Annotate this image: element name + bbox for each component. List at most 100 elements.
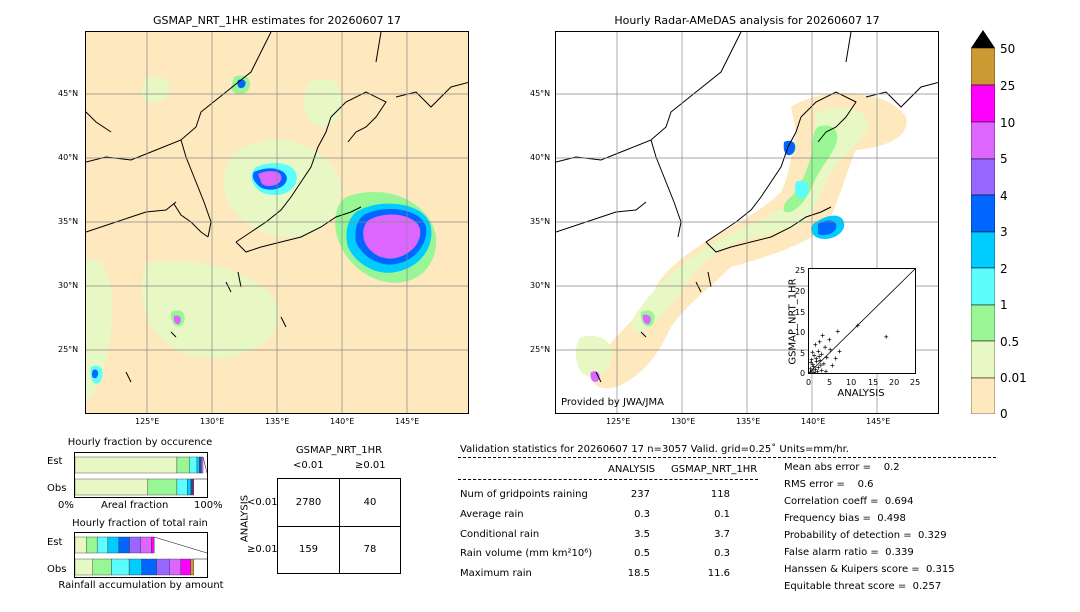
colorbar-canvas [970, 47, 996, 415]
occurrence-axis-right: 100% [194, 500, 223, 511]
left-lon-145: 145°E [395, 417, 420, 426]
scatter-point [823, 345, 828, 350]
scatter-point [810, 362, 815, 367]
scatter-point [810, 350, 815, 355]
left-lat-35: 35°N [58, 217, 79, 226]
validation-row-label: Rain volume (mm km²10⁶) [460, 548, 593, 559]
total-rain-est-segment [107, 536, 120, 554]
occurrence-est-segment [189, 456, 198, 474]
scatter-ytick-10: 10 [795, 328, 806, 337]
scatter-xtick-15: 15 [868, 378, 879, 387]
validation-row-label: Num of gridpoints raining [460, 489, 588, 500]
contingency-header: GSMAP_NRT_1HR [295, 445, 383, 456]
validation-row-analysis: 3.5 [634, 529, 650, 540]
validation-row-analysis: 0.3 [634, 509, 650, 520]
scatter-point [830, 363, 835, 368]
validation-row-gsmap: 3.7 [714, 529, 730, 540]
total-rain-est-segment [96, 536, 109, 554]
occurrence-obs-label: Obs [47, 483, 67, 494]
occurrence-est-segment [176, 456, 190, 474]
contingency-cell-10: 159 [298, 544, 319, 555]
total-rain-est-label: Est [47, 537, 63, 548]
colorbar-label-50: 50 [1000, 42, 1016, 56]
left-lat-25: 25°N [58, 345, 79, 354]
occurrence-est-segment [196, 456, 200, 474]
scatter-ytick-15: 15 [795, 308, 806, 317]
scatter-point [818, 358, 823, 363]
validation-row-gsmap: 11.6 [707, 568, 730, 579]
validation-header-rule [458, 457, 996, 458]
right-lat-40: 40°N [530, 153, 551, 162]
score-far: False alarm ratio = 0.339 [784, 547, 914, 558]
scatter-ytick-20: 20 [795, 287, 806, 296]
contingency-hline [278, 526, 400, 527]
scatter-ytick-0: 0 [800, 369, 806, 378]
right-coastlines [556, 32, 938, 383]
scatter-point [827, 337, 832, 342]
left-lat-40: 40°N [58, 153, 79, 162]
total-rain-obs-segment [141, 558, 157, 576]
validation-row-gsmap: 118 [710, 489, 730, 500]
scatter-point [823, 369, 828, 374]
left-precip-field [86, 75, 437, 402]
total-rain-obs-segment [190, 558, 195, 576]
scatter-point [808, 366, 813, 371]
scatter-point [824, 355, 829, 360]
left-map-canvas [86, 32, 468, 413]
score-ets: Equitable threat score = 0.257 [784, 581, 942, 592]
occurrence-obs-segment [176, 478, 188, 496]
contingency-table: 2780 40 159 78 [277, 478, 401, 574]
scatter-point [818, 363, 823, 368]
scatter-point [819, 352, 824, 357]
contingency-cell-00: 2780 [295, 497, 322, 508]
left-lon-130: 130°E [200, 417, 225, 426]
colorbar-label-5: 5 [1000, 152, 1008, 166]
scatter-canvas [808, 268, 916, 375]
scatter-point [833, 356, 838, 361]
left-lat-45: 45°N [58, 89, 79, 98]
colorbar-label-0.01: 0.01 [1000, 371, 1027, 385]
total-rain-obs-label: Obs [47, 564, 67, 575]
scatter-point [809, 360, 814, 365]
scatter-point [816, 365, 821, 370]
score-hk: Hanssen & Kuipers score = 0.315 [784, 564, 955, 575]
total-rain-est-segment [118, 536, 130, 554]
scatter-ytick-25: 25 [795, 266, 806, 275]
occurrence-title: Hourly fraction by occurence [67, 437, 213, 448]
validation-col-rule [458, 479, 758, 480]
scatter-point [835, 329, 840, 334]
colorbar-label-4: 4 [1000, 189, 1008, 203]
occurrence-obs-segment [147, 478, 178, 496]
total-rain-chart [74, 532, 208, 578]
contingency-cell-11: 78 [363, 544, 377, 555]
scatter-point [884, 334, 889, 339]
scatter-point [813, 367, 818, 372]
left-lon-135: 135°E [265, 417, 290, 426]
scatter-xtick-10: 10 [846, 378, 857, 387]
scatter-point [821, 361, 826, 366]
total-rain-est-segment [140, 536, 152, 554]
validation-row-label: Conditional rain [460, 529, 540, 540]
right-precip-field [575, 93, 907, 389]
right-gridlines [556, 32, 938, 413]
right-lon-145: 145°E [866, 417, 891, 426]
validation-row-gsmap: 0.1 [714, 509, 730, 520]
total-rain-title: Hourly fraction of total rain [72, 518, 208, 529]
right-lon-140: 140°E [801, 417, 826, 426]
right-lat-30: 30°N [530, 281, 551, 290]
scatter-xtick-20: 20 [889, 378, 900, 387]
left-lat-30: 30°N [58, 281, 79, 290]
contingency-col-lt: <0.01 [293, 460, 324, 471]
total-rain-est-segment [129, 536, 141, 554]
colorbar-extend-arrow [971, 30, 995, 48]
scatter-ytick-5: 5 [800, 349, 806, 358]
occurrence-axis-mid: Areal fraction [101, 500, 169, 511]
total-rain-connector [154, 536, 208, 554]
right-lat-25: 25°N [530, 345, 551, 354]
total-rain-obs-segment [74, 558, 93, 576]
right-lat-45: 45°N [530, 89, 551, 98]
left-gridlines [86, 32, 468, 413]
total-rain-obs-segment [128, 558, 142, 576]
scatter-xtick-0: 0 [806, 378, 812, 387]
left-lon-140: 140°E [330, 417, 355, 426]
